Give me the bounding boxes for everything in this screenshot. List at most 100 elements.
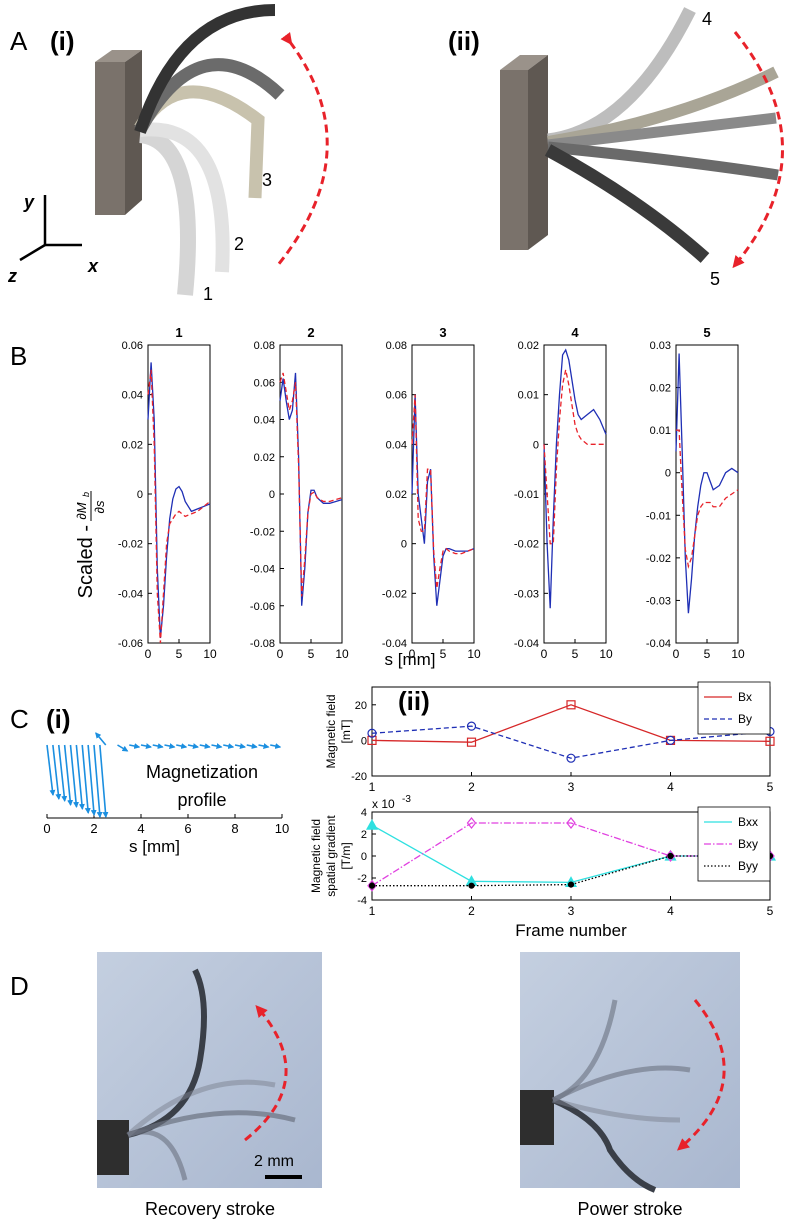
caption: Recovery stroke: [145, 1199, 275, 1219]
y-tick-label: 2: [361, 829, 367, 841]
x-tick-label: 4: [667, 904, 674, 918]
plot-frame: [543, 344, 607, 644]
x-tick-label: 0: [145, 647, 152, 661]
frame-label: 2: [234, 234, 244, 254]
legend-box: [697, 681, 771, 735]
x-axis-label: s [mm]: [129, 837, 180, 856]
frame-label: 1: [203, 284, 213, 304]
series-line: [675, 353, 739, 614]
marker: [466, 737, 477, 747]
axis-arrow: [19, 243, 46, 262]
annotation: Magnetization: [146, 762, 258, 782]
x-tick-label: 2: [90, 821, 97, 836]
y-tick-label: -0.02: [646, 553, 671, 565]
marker: [765, 736, 775, 746]
series-line: [371, 725, 771, 759]
y-tick-label: 0.08: [386, 340, 407, 352]
x-tick-label: 4: [667, 780, 674, 794]
block: [125, 50, 142, 215]
marker: [466, 721, 477, 731]
arrow: [234, 743, 246, 749]
y-tick-label: -0.08: [250, 638, 275, 650]
series-line: [676, 429, 739, 569]
y-tick-label: 0.02: [650, 383, 671, 395]
marker: [367, 735, 377, 746]
panel-a: A (i) (ii) y z x 1 2 3 4 5: [7, 4, 784, 304]
y-tick-label: -0.01: [514, 489, 539, 501]
scale-label: 2 mm: [254, 1153, 294, 1170]
plot-frame: [411, 344, 475, 644]
y-axis-label: [mT]: [339, 720, 353, 744]
plot-frame: [675, 344, 739, 644]
frame-label: 5: [710, 269, 720, 289]
y-tick-label: -0.06: [118, 638, 143, 650]
frame-label: 4: [702, 9, 712, 29]
x-tick-label: 5: [767, 780, 774, 794]
subpanel-label: (i): [46, 704, 71, 734]
annotation: profile: [177, 790, 226, 810]
x-tick-label: 5: [767, 904, 774, 918]
photo-beam: [127, 1110, 296, 1138]
y-axis-label: Magnetic field: [309, 819, 323, 893]
y-tick-label: 0.02: [122, 439, 143, 451]
axis-label: y: [23, 192, 35, 212]
subpanel-label: (ii): [398, 686, 430, 716]
y-axis-label: [T/m]: [339, 842, 353, 869]
block: [95, 62, 125, 215]
y-axis-label: Scaled - ∂M b ∂s: [74, 491, 107, 598]
motion-arrow: [276, 32, 329, 266]
y-label-numerator: ∂M: [74, 502, 89, 519]
arrow: [140, 743, 152, 749]
marker: [566, 753, 576, 763]
chart-title: 2: [307, 325, 314, 340]
x-tick-label: 10: [467, 647, 481, 661]
arrow: [87, 744, 97, 816]
axis-multiplier: x 10: [372, 797, 395, 811]
y-axis-label: spatial gradient: [324, 815, 338, 897]
beam: [134, 4, 276, 134]
motion-arrow: [244, 1004, 288, 1142]
axis-multiplier-exponent: -3: [402, 794, 411, 805]
y-tick-label: 0.02: [518, 340, 539, 352]
arrow: [81, 744, 91, 814]
block: [500, 55, 548, 70]
axis-label: z: [7, 266, 17, 286]
y-tick-label: 0.03: [650, 340, 671, 352]
beam: [547, 7, 696, 147]
y-tick-label: 0: [533, 439, 539, 451]
y-tick-label: -0.04: [382, 638, 407, 650]
plot-frame: [147, 344, 211, 644]
series-line: [543, 369, 606, 545]
marker: [365, 818, 379, 830]
axis-label: x: [87, 256, 99, 276]
x-tick-label: 10: [275, 821, 289, 836]
y-tick-label: 0.04: [386, 439, 407, 451]
legend-label: Bxx: [738, 815, 758, 829]
photo-beam: [552, 1097, 681, 1123]
photo-block: [97, 1120, 129, 1175]
y-tick-label: -0.02: [118, 539, 143, 551]
series-line: [411, 394, 475, 589]
x-tick-label: 6: [184, 821, 191, 836]
arrow: [117, 744, 129, 752]
motion-arrow: [732, 31, 784, 269]
block: [95, 50, 142, 62]
x-tick-label: 3: [568, 904, 575, 918]
y-axis-label: Magnetic field: [324, 694, 338, 768]
x-tick-label: 1: [369, 780, 376, 794]
x-tick-label: 0: [673, 647, 680, 661]
y-tick-label: -0.02: [382, 588, 407, 600]
series-line: [543, 348, 607, 609]
photo-beam: [551, 1065, 691, 1103]
arrow: [95, 732, 107, 746]
arrow: [63, 744, 74, 806]
arrow: [75, 744, 85, 810]
y-tick-label: 4: [361, 807, 367, 819]
y-tick-label: 20: [355, 700, 367, 712]
marker: [665, 850, 676, 862]
panel-label: C: [10, 704, 29, 734]
y-tick-label: 0: [137, 489, 143, 501]
x-tick-label: 10: [731, 647, 745, 661]
photo-beam: [126, 1079, 276, 1137]
